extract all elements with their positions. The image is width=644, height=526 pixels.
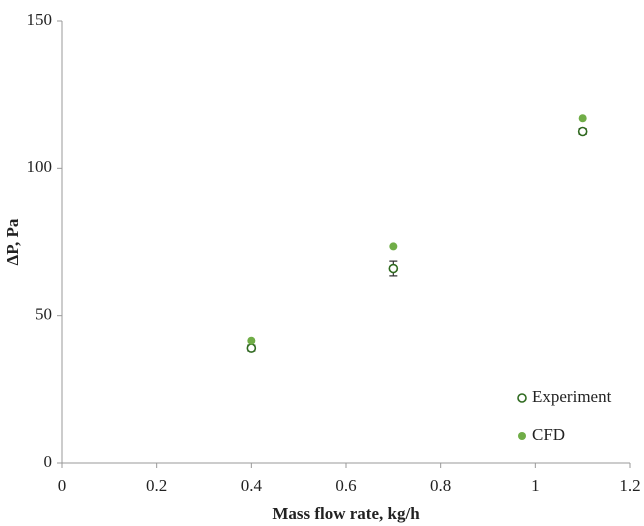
x-tick-label: 0.2 [146, 476, 167, 495]
data-point [517, 393, 527, 403]
data-point [518, 432, 526, 440]
x-tick-label: 1 [531, 476, 540, 495]
data-point [388, 263, 399, 274]
data-point [577, 126, 588, 137]
x-tick-label: 0.8 [430, 476, 451, 495]
legend-label: CFD [532, 425, 565, 444]
y-axis-title: ΔP, Pa [3, 218, 22, 265]
y-tick-label: 0 [44, 452, 53, 471]
y-tick-label: 150 [27, 10, 53, 29]
y-tick-label: 50 [35, 305, 52, 324]
legend-label: Experiment [532, 387, 612, 406]
x-axis-title: Mass flow rate, kg/h [272, 504, 420, 523]
data-point [247, 336, 256, 345]
data-point [578, 114, 587, 123]
x-tick-label: 0 [58, 476, 67, 495]
x-tick-label: 1.2 [619, 476, 640, 495]
data-point [389, 242, 398, 251]
data-point [246, 343, 257, 353]
x-tick-label: 0.6 [335, 476, 356, 495]
x-tick-label: 0.4 [241, 476, 263, 495]
y-tick-label: 100 [27, 157, 53, 176]
